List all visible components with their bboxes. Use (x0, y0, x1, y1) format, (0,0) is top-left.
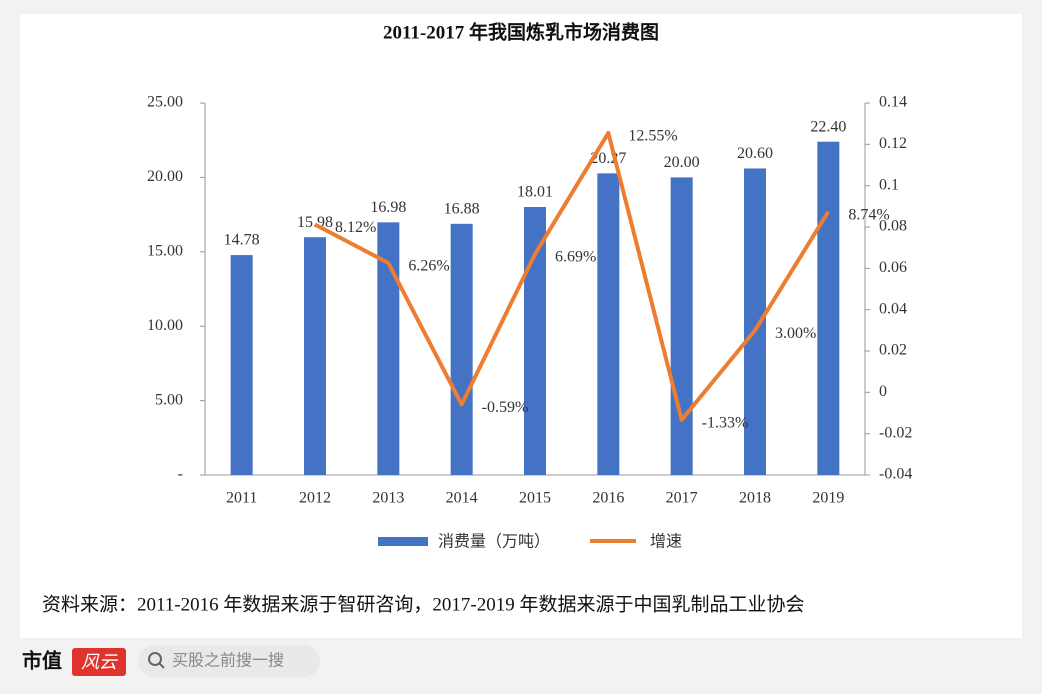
bar (597, 173, 620, 476)
legend-label: 增速 (650, 532, 682, 551)
y2-tick-label: 0.1 (879, 176, 899, 193)
bar-label: 16.88 (444, 200, 480, 217)
bar (817, 141, 840, 476)
y2-tick-label: -0.02 (879, 424, 912, 441)
y-tick-label: 15.00 (147, 242, 183, 259)
card (20, 14, 1022, 638)
growth-line (314, 130, 831, 422)
line-label: 12.55% (628, 128, 677, 145)
x-tick-label: 2014 (446, 490, 478, 507)
bar (377, 222, 400, 475)
logo: 风云 (81, 652, 119, 673)
x-tick-label: 2019 (812, 490, 844, 507)
bar (450, 223, 473, 475)
x-tick-label: 2013 (372, 490, 404, 507)
search-icon (148, 652, 162, 666)
bar-label: 20.60 (737, 145, 773, 162)
line-label: -1.33% (702, 414, 749, 431)
y2-tick-label: 0.12 (879, 135, 907, 152)
bar-label: 14.78 (224, 232, 260, 249)
source: 资料来源：2011-2016 年数据来源于智研咨询，2017-2019 年数据来… (42, 593, 804, 615)
chart-title: 2011-2017 年我国炼乳市场消费图 (383, 20, 659, 43)
line-label: 8.74% (848, 206, 889, 223)
y2-tick-label: 0.04 (879, 300, 907, 317)
y2-tick-label: 0.06 (879, 259, 907, 276)
search-box[interactable] (138, 645, 320, 677)
bar (230, 255, 253, 475)
y-tick-label: - (178, 466, 183, 483)
bar-label: 20.00 (664, 154, 700, 171)
logo-box (72, 648, 126, 676)
search-placeholder[interactable]: 买股之前搜一搜 (172, 651, 284, 670)
line-label: -0.59% (482, 399, 529, 416)
legend-swatch (378, 537, 428, 546)
x-tick-label: 2011 (226, 490, 257, 507)
line-label: 6.69% (555, 249, 596, 266)
bar (744, 168, 766, 476)
line-label: 8.12% (335, 219, 376, 236)
x-tick-label: 2015 (519, 490, 551, 507)
search-icon-handle (158, 662, 165, 669)
bar-label: 15.98 (297, 214, 333, 231)
bar (304, 237, 326, 475)
y-tick-label: 20.00 (147, 168, 183, 185)
y-tick-label: 25.00 (147, 94, 183, 111)
brand: 市值 (22, 649, 62, 673)
x-tick-label: 2018 (739, 490, 771, 507)
y2-tick-label: 0.08 (879, 218, 907, 235)
y-tick-label: 5.00 (155, 391, 183, 408)
x-tick-label: 2017 (666, 490, 698, 507)
legend-label: 消费量（万吨） (438, 532, 550, 551)
line-label: 3.00% (775, 325, 816, 342)
line-label: 6.26% (408, 258, 449, 275)
y-tick-label: 10.00 (147, 317, 183, 334)
y2-tick-label: -0.04 (879, 466, 912, 483)
bar (524, 207, 546, 475)
y2-tick-label: 0.14 (879, 94, 907, 111)
x-tick-label: 2012 (299, 490, 331, 507)
bar (670, 177, 693, 475)
x-tick-label: 2016 (592, 490, 624, 507)
y2-tick-label: 0.02 (879, 342, 907, 359)
bar-label: 22.40 (810, 118, 846, 135)
bar-label: 18.01 (517, 184, 553, 201)
y2-tick-label: 0 (879, 383, 887, 400)
bar-label: 16.98 (370, 199, 406, 216)
